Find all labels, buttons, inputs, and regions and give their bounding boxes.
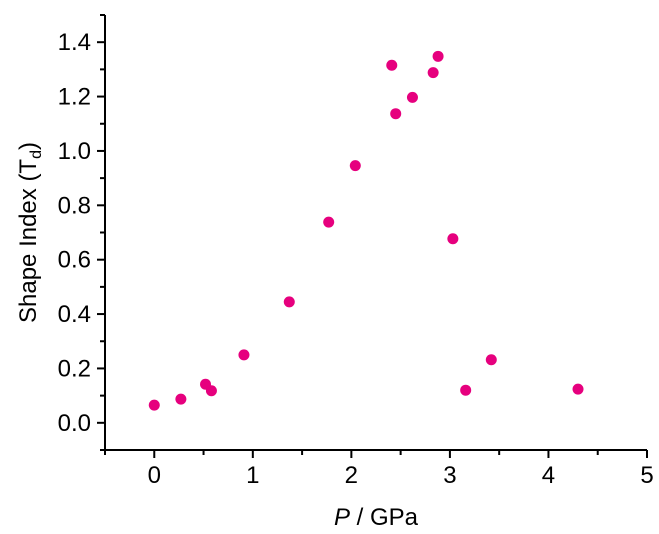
y-tick-label: 1.2	[58, 84, 91, 111]
x-tick-label: 4	[542, 462, 555, 489]
data-point	[386, 59, 398, 71]
data-point	[447, 233, 459, 245]
x-tick-label: 0	[148, 462, 161, 489]
y-axis-title-close: )	[15, 142, 42, 150]
y-tick-label: 0.8	[58, 192, 91, 219]
x-axis-title-unit: / GPa	[350, 504, 419, 531]
data-point	[432, 50, 444, 62]
x-axis-title-variable: P	[334, 504, 350, 531]
y-tick-label: 0.0	[58, 410, 91, 437]
x-tick-label: 5	[640, 462, 653, 489]
y-tick-label: 1.0	[58, 138, 91, 165]
data-point	[406, 91, 418, 103]
y-axis-title: Shape Index (Td)	[15, 142, 45, 323]
data-point	[349, 160, 361, 172]
data-point	[460, 384, 472, 396]
data-points	[148, 50, 584, 411]
data-point	[485, 354, 497, 366]
x-tick-label: 1	[246, 462, 259, 489]
y-axis-title-main: Shape Index (T	[15, 159, 42, 323]
data-point	[323, 216, 335, 228]
data-point	[238, 349, 250, 361]
x-tick-label: 2	[345, 462, 358, 489]
data-point	[283, 296, 295, 308]
x-axis-title: P / GPa	[334, 504, 419, 531]
y-tick-label: 0.4	[58, 301, 91, 328]
data-point	[390, 108, 402, 120]
y-ticks: 0.0 0.2 0.4 0.6 0.8 1.0 1.2 1.4	[58, 14, 105, 451]
y-tick-label: 1.4	[58, 29, 91, 56]
data-point	[427, 67, 439, 79]
x-ticks: 0 1 2 3 4 5	[104, 450, 654, 489]
y-tick-label: 0.2	[58, 355, 91, 382]
data-point	[572, 383, 584, 395]
data-point	[148, 399, 160, 411]
y-axis-title-subscript: d	[28, 150, 45, 159]
y-tick-label: 0.6	[58, 247, 91, 274]
data-point	[175, 393, 187, 405]
x-tick-label: 3	[443, 462, 456, 489]
data-point	[205, 385, 217, 397]
axes	[104, 15, 647, 451]
